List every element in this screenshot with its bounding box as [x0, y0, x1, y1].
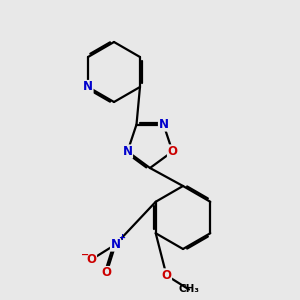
Text: N: N	[83, 80, 93, 94]
Text: O: O	[167, 145, 178, 158]
Text: N: N	[110, 238, 121, 251]
Text: N: N	[122, 145, 133, 158]
Text: O: O	[101, 266, 112, 280]
Text: O: O	[161, 269, 172, 282]
Text: N: N	[158, 118, 169, 131]
Text: +: +	[118, 233, 126, 242]
Text: O: O	[86, 253, 97, 266]
Text: CH₃: CH₃	[178, 284, 200, 295]
Text: −: −	[81, 250, 89, 260]
